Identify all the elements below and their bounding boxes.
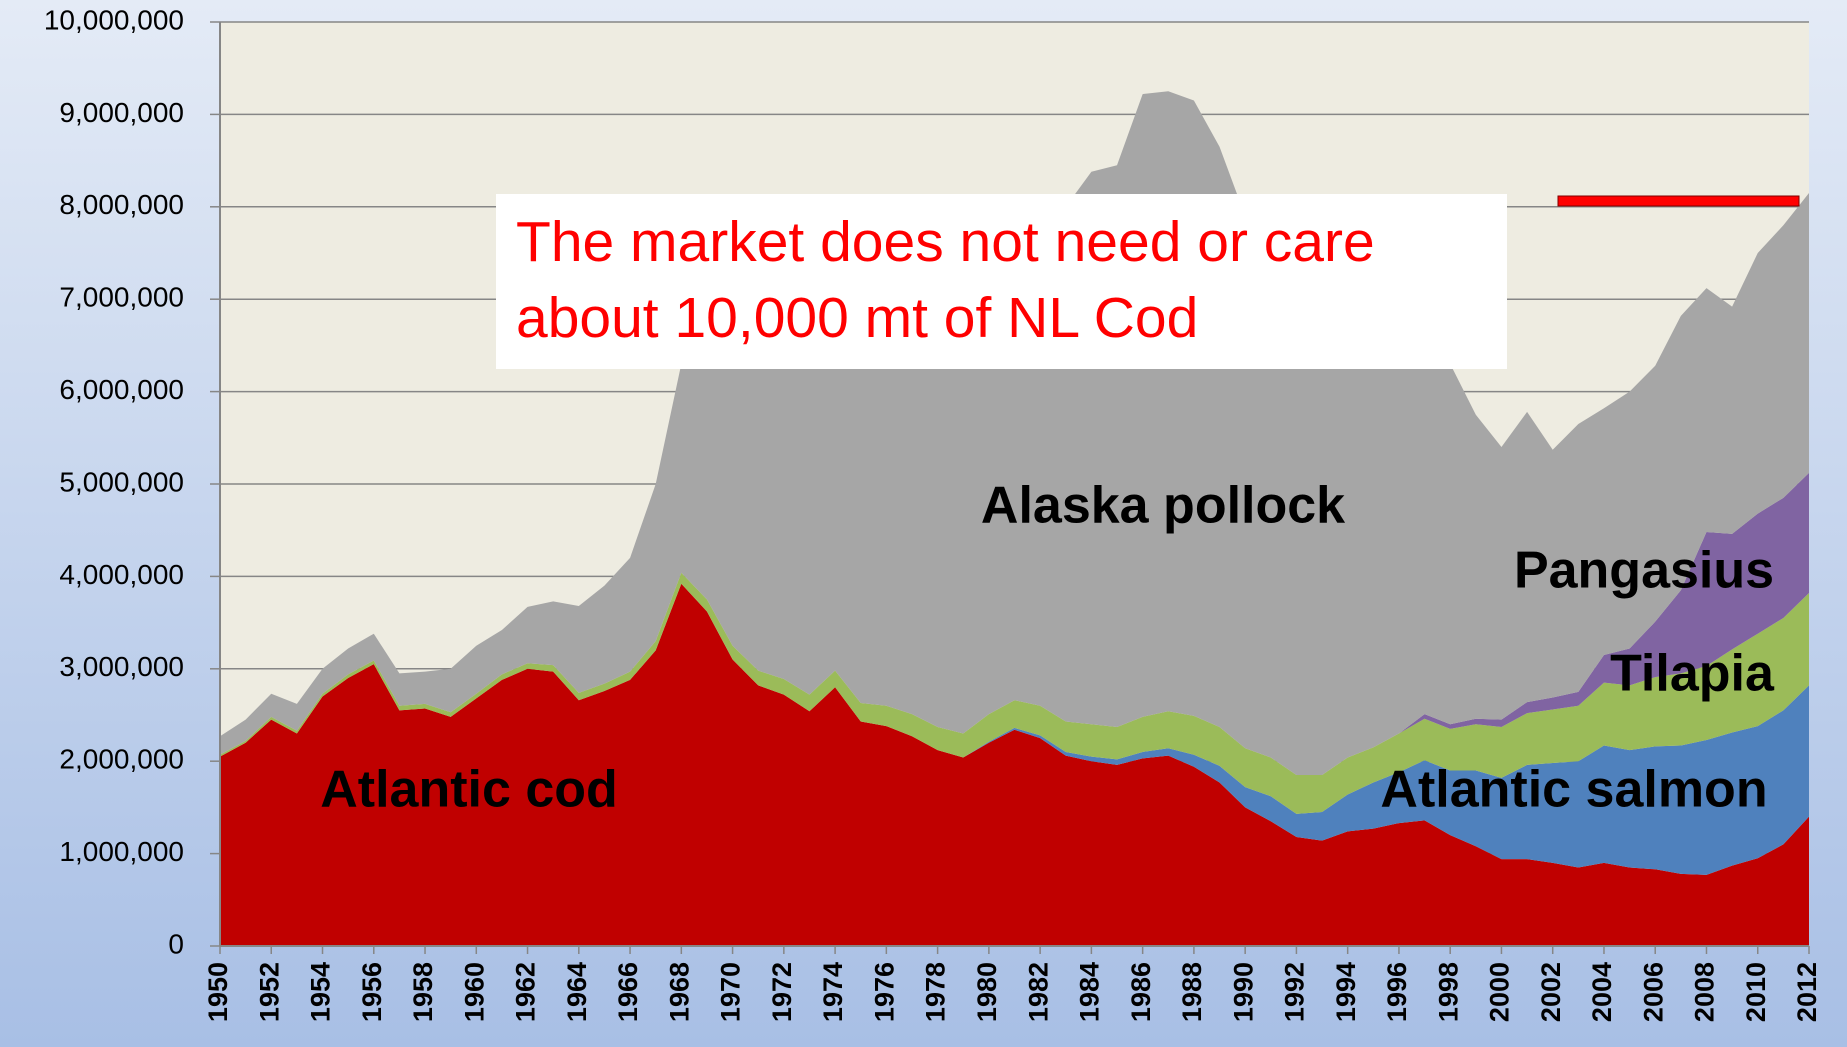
- area: [220, 572, 1809, 814]
- x-tick-label: 1978: [921, 962, 951, 1022]
- y-tick-label: 3,000,000: [59, 651, 184, 682]
- x-tick-label: 1974: [818, 962, 848, 1022]
- y-tick-label: 4,000,000: [59, 559, 184, 590]
- series-label: Alaska pollock: [981, 477, 1345, 535]
- x-tick-label: 1996: [1382, 962, 1412, 1022]
- x-tick-label: 1962: [511, 962, 541, 1022]
- annotation: about 10,000 mt of NL Cod: [516, 286, 1198, 350]
- y-tick-label: 0: [168, 928, 184, 959]
- x-tick-label: 2000: [1485, 962, 1515, 1022]
- x-tick-label: 1972: [767, 962, 797, 1022]
- x-tick-label: 2004: [1587, 962, 1617, 1022]
- annotation-box: [496, 194, 1507, 369]
- x-tick-label: 1980: [972, 962, 1002, 1022]
- x-tick-label: 1964: [562, 962, 592, 1022]
- y-tick-label: 7,000,000: [59, 282, 184, 313]
- y-tick-label: 8,000,000: [59, 189, 184, 220]
- x-tick-label: 1970: [716, 962, 746, 1022]
- x-tick-label: 2010: [1741, 962, 1771, 1022]
- x-tick-label: 1984: [1075, 962, 1105, 1022]
- x-tick-label: 1954: [306, 962, 336, 1022]
- x-tick-label: 1956: [357, 962, 387, 1022]
- y-tick-label: 1,000,000: [59, 836, 184, 867]
- x-tick-label: 1950: [203, 962, 233, 1022]
- x-tick-label: 1994: [1331, 962, 1361, 1022]
- x-tick-label: 1988: [1177, 962, 1207, 1022]
- series-label: Tilapia: [1610, 645, 1775, 703]
- y-tick-label: 6,000,000: [59, 374, 184, 405]
- x-tick-label: 1958: [408, 962, 438, 1022]
- x-tick-label: 2008: [1690, 962, 1720, 1022]
- area: [220, 91, 1809, 776]
- x-tick-label: 1992: [1280, 962, 1310, 1022]
- red-bar: [1557, 195, 1800, 207]
- x-tick-label: 1998: [1433, 962, 1463, 1022]
- y-tick-label: 9,000,000: [59, 97, 184, 128]
- y-tick-label: 5,000,000: [59, 466, 184, 497]
- x-tick-label: 2012: [1792, 962, 1822, 1022]
- annotation: The market does not need or care: [516, 210, 1375, 274]
- x-tick-label: 1968: [664, 962, 694, 1022]
- area: [220, 583, 1809, 875]
- area: [220, 583, 1809, 946]
- series-label: Atlantic salmon: [1380, 761, 1767, 819]
- axes: 0 1,000,000 2,000,000 3,000,000 4,000,000 5,0…: [44, 4, 1822, 1022]
- areas: [220, 91, 1809, 946]
- x-tick-label: 1952: [254, 962, 284, 1022]
- y-tick-label: 10,000,000: [44, 4, 184, 35]
- x-tick-label: 1976: [869, 962, 899, 1022]
- series-labels: Atlantic cod Atlantic salmon Tilapia Pangas…: [320, 477, 1775, 819]
- x-tick-label: 1986: [1126, 962, 1156, 1022]
- series-label: Pangasius: [1514, 542, 1774, 600]
- x-tick-label: 1966: [613, 962, 643, 1022]
- y-tick-label: 2,000,000: [59, 744, 184, 775]
- x-tick-label: 1960: [459, 962, 489, 1022]
- x-tick-label: 2006: [1638, 962, 1668, 1022]
- series-label: Atlantic cod: [320, 761, 618, 819]
- x-tick-label: 2002: [1536, 962, 1566, 1022]
- x-tick-label: 1982: [1023, 962, 1053, 1022]
- x-tick-label: 1990: [1228, 962, 1258, 1022]
